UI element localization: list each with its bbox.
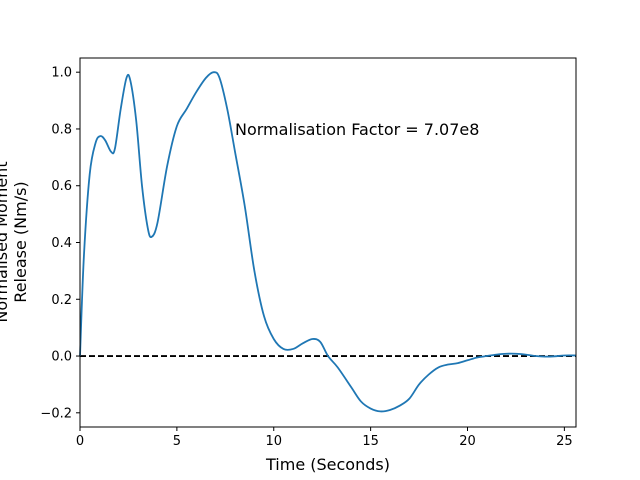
y-tick-label: 1.0 [51,66,72,81]
y-tick-label: 0.8 [51,122,72,137]
x-tick-label: 10 [265,434,282,449]
x-tick-label: 0 [76,434,84,449]
y-tick-label: 0.2 [51,293,72,308]
x-axis-label: Time (Seconds) [265,455,390,474]
plot-frame [79,57,577,428]
y-tick-label: 0.0 [51,350,72,365]
x-axis: 0 5 10 15 20 25 [76,427,573,449]
y-axis-label-line-1: Normalised Moment [0,161,11,322]
y-tick-label: −0.2 [40,406,72,421]
x-tick-label: 5 [173,434,181,449]
x-tick-label: 15 [362,434,379,449]
y-axis: −0.2 0.0 0.2 0.4 0.6 0.8 1.0 [40,66,80,421]
plot-area [79,57,577,428]
y-axis-label-line-2: Release (Nm/s) [11,181,30,302]
x-tick-label: 20 [459,434,476,449]
series-group [79,71,577,413]
x-tick-label: 25 [556,434,573,449]
series-line-0 [79,71,577,413]
y-tick-label: 0.6 [51,179,72,194]
normalisation-annotation: Normalisation Factor = 7.07e8 [235,120,479,139]
y-tick-label: 0.4 [51,236,72,251]
